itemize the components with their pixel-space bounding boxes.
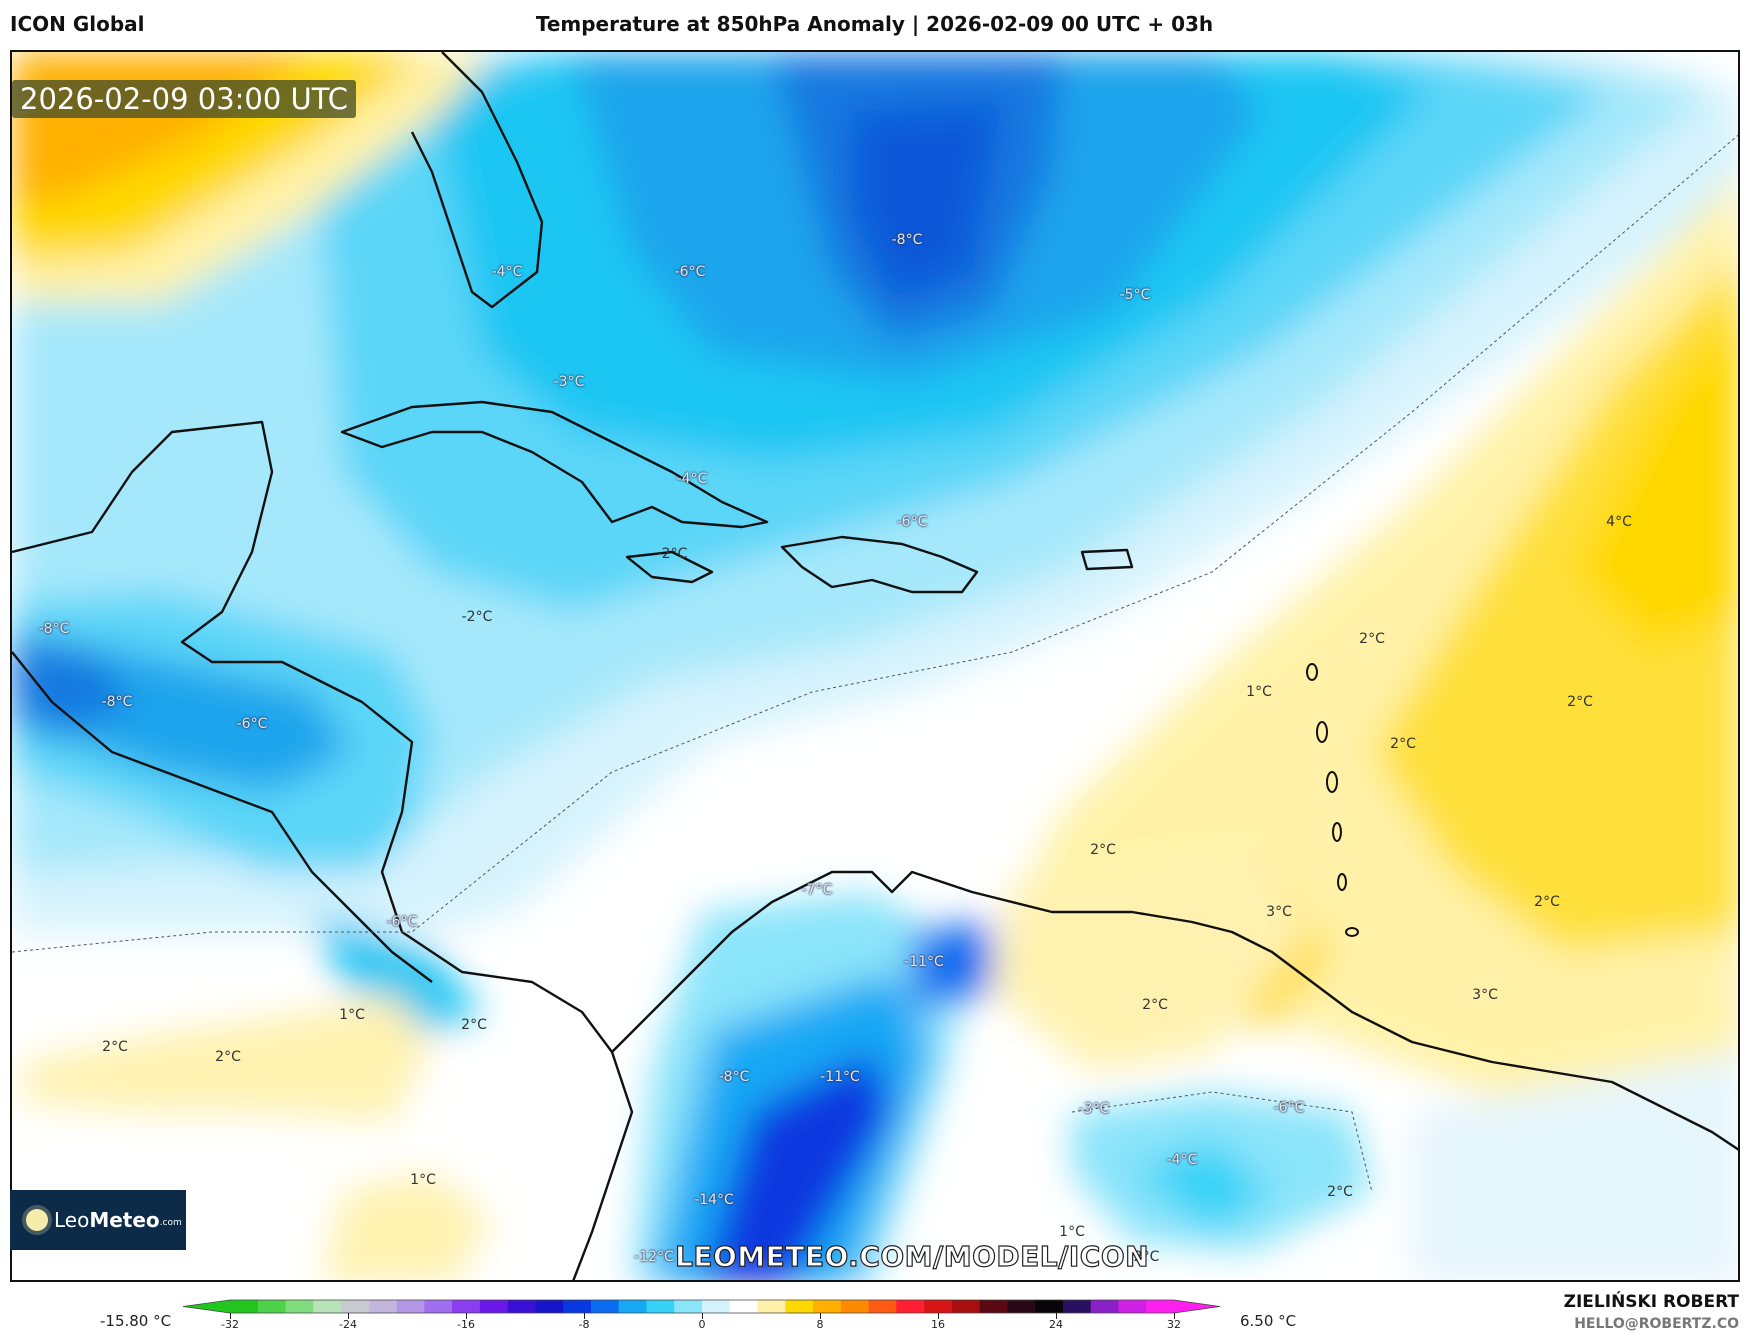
- contour-label: 1°C: [1059, 1224, 1085, 1240]
- contour-label: -2°C: [656, 546, 688, 562]
- colorbar-tick-label: 24: [1049, 1318, 1063, 1331]
- contour-label: 2°C: [1327, 1184, 1353, 1200]
- contour-label: 2°C: [461, 1017, 487, 1033]
- contour-label: -7°C: [801, 882, 833, 898]
- contour-label: 4°C: [1606, 514, 1632, 530]
- colorbar-tick-mark: [820, 1313, 821, 1319]
- contour-label: 2°C: [1090, 842, 1116, 858]
- leometeo-logo[interactable]: Leo Meteo .com: [10, 1190, 186, 1250]
- author-name: ZIELIŃSKI ROBERT: [1563, 1292, 1739, 1312]
- contour-label: 2°C: [1142, 997, 1168, 1013]
- contour-label: -5°C: [1119, 287, 1151, 303]
- contour-label: -6°C: [386, 914, 418, 930]
- colorbar-gradient: [182, 1299, 1221, 1314]
- contour-label: -8°C: [38, 621, 70, 637]
- colorbar-tick-label: 8: [816, 1318, 824, 1331]
- logo-brand-light: Leo: [54, 1208, 90, 1232]
- contour-label: 2°C: [1567, 694, 1593, 710]
- contour-label: -4°C: [1166, 1152, 1198, 1168]
- colorbar-tick-mark: [466, 1313, 467, 1319]
- watermark-url: LEOMETEO.COM/MODEL/ICON: [674, 1239, 1150, 1273]
- colorbar-tick-mark: [584, 1313, 585, 1319]
- contour-label: 2°C: [1534, 894, 1560, 910]
- contour-label: -6°C: [1273, 1100, 1305, 1116]
- colorbar-tick-label: -16: [457, 1318, 475, 1331]
- logo-suffix: .com: [159, 1218, 182, 1228]
- contour-label: -3°C: [553, 374, 585, 390]
- contour-label: 1°C: [339, 1007, 365, 1023]
- colorbar-tick-label: -24: [339, 1318, 357, 1331]
- logo-brand-bold: Meteo: [89, 1208, 160, 1232]
- contour-label: 2°C: [215, 1049, 241, 1065]
- colorbar-max-label: 6.50 °C: [1240, 1312, 1297, 1330]
- coastlines: [12, 52, 1738, 1280]
- contour-label: 1°C: [410, 1172, 436, 1188]
- colorbar-tick-label: -8: [578, 1318, 590, 1331]
- colorbar-tick-mark: [938, 1313, 939, 1319]
- contour-label: 2°C: [1359, 631, 1385, 647]
- contour-label: -12°C: [634, 1249, 674, 1265]
- contour-label: 2°C: [102, 1039, 128, 1055]
- colorbar-tick-label: 0: [698, 1318, 706, 1331]
- contour-label: -8°C: [718, 1069, 750, 1085]
- contour-label: -14°C: [694, 1192, 734, 1208]
- chart-title: Temperature at 850hPa Anomaly | 2026-02-…: [535, 12, 1214, 36]
- contour-label: -6°C: [236, 716, 268, 732]
- colorbar-tick-label: 16: [931, 1318, 945, 1331]
- contour-label: -6°C: [674, 264, 706, 280]
- lesser-antilles: [1306, 663, 1359, 937]
- colorbar-tick-label: 32: [1167, 1318, 1181, 1331]
- contour-label: -11°C: [904, 954, 944, 970]
- contour-label: -8°C: [101, 694, 133, 710]
- colorbar-tick-mark: [1056, 1313, 1057, 1319]
- contour-label: 3°C: [1266, 904, 1292, 920]
- model-name: ICON Global: [10, 12, 145, 36]
- contour-label: -4°C: [676, 471, 708, 487]
- colorbar-tick-mark: [1174, 1313, 1175, 1319]
- contour-label: 2°C: [1390, 736, 1416, 752]
- contour-label: -2°C: [461, 609, 493, 625]
- contour-label: 3°C: [1472, 987, 1498, 1003]
- contour-label: -3°C: [1078, 1101, 1110, 1117]
- author-email[interactable]: HELLO@ROBERTZ.CO: [1574, 1316, 1739, 1332]
- contour-label: -6°C: [896, 514, 928, 530]
- anomaly-map: -8°C -5°C -6°C -4°C -3°C -4°C -6°C -2°C -2°C -8°C…: [10, 50, 1740, 1282]
- contour-label: -11°C: [820, 1069, 860, 1085]
- colorbar-tick-mark: [348, 1313, 349, 1319]
- sun-icon: [26, 1209, 48, 1231]
- contour-label: -2°C: [1128, 1249, 1160, 1265]
- colorbar-tick-mark: [230, 1313, 231, 1319]
- contour-lines: [12, 134, 1738, 1193]
- colorbar-min-label: -15.80 °C: [100, 1312, 172, 1330]
- colorbar-tick-mark: [702, 1313, 703, 1319]
- contour-label: -8°C: [891, 232, 923, 248]
- contour-label: 1°C: [1246, 684, 1272, 700]
- contour-label: -4°C: [491, 264, 523, 280]
- valid-time-badge: 2026-02-09 03:00 UTC: [12, 80, 357, 118]
- colorbar-tick-label: -32: [221, 1318, 239, 1331]
- anomaly-field: [12, 52, 1738, 1280]
